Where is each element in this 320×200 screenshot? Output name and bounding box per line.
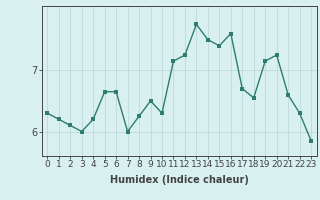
X-axis label: Humidex (Indice chaleur): Humidex (Indice chaleur): [110, 175, 249, 185]
